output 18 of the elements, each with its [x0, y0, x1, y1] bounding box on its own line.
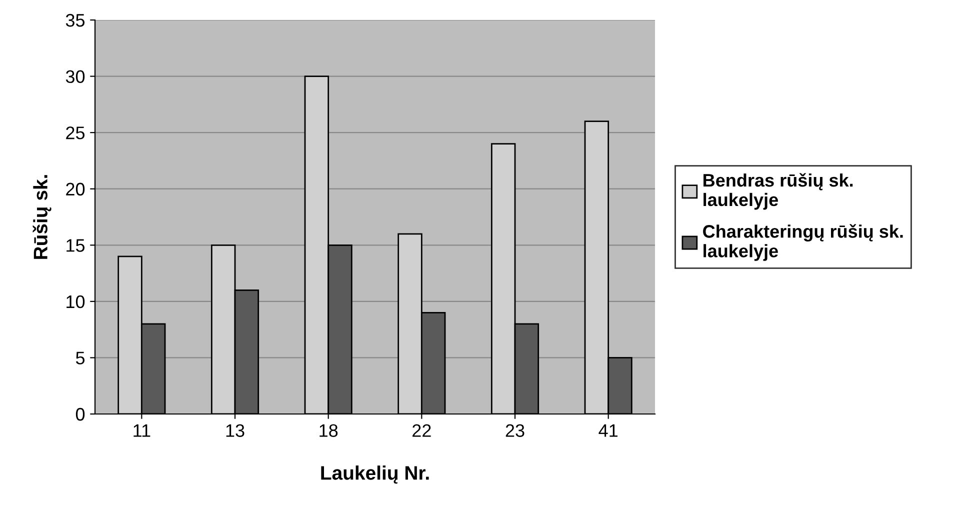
y-axis-title: Rūšių sk.	[32, 175, 52, 259]
y-tick-label: 30	[66, 70, 85, 84]
y-tick-label: 0	[76, 408, 85, 421]
y-tick-label: 25	[66, 126, 85, 140]
x-tick-label: 13	[226, 424, 244, 437]
x-tick-label: 23	[506, 424, 524, 437]
y-tick-label: 5	[76, 352, 85, 364]
x-tick-label: 18	[320, 424, 338, 437]
x-tick-label: 41	[598, 424, 618, 437]
x-tick-label: 22	[412, 424, 431, 437]
x-axis-title: Laukelių Nr.	[321, 466, 429, 484]
y-tick-label: 15	[66, 239, 85, 252]
legend-label: Charakteringų rūšių sk. laukelyje	[703, 224, 903, 261]
legend-label: Bendras rūšių sk. laukelyje	[704, 173, 853, 210]
y-tick-label: 10	[66, 295, 85, 308]
y-tick-label: 35	[66, 14, 85, 27]
x-tick-label: 11	[134, 424, 150, 437]
y-tick-label: 20	[66, 182, 85, 196]
